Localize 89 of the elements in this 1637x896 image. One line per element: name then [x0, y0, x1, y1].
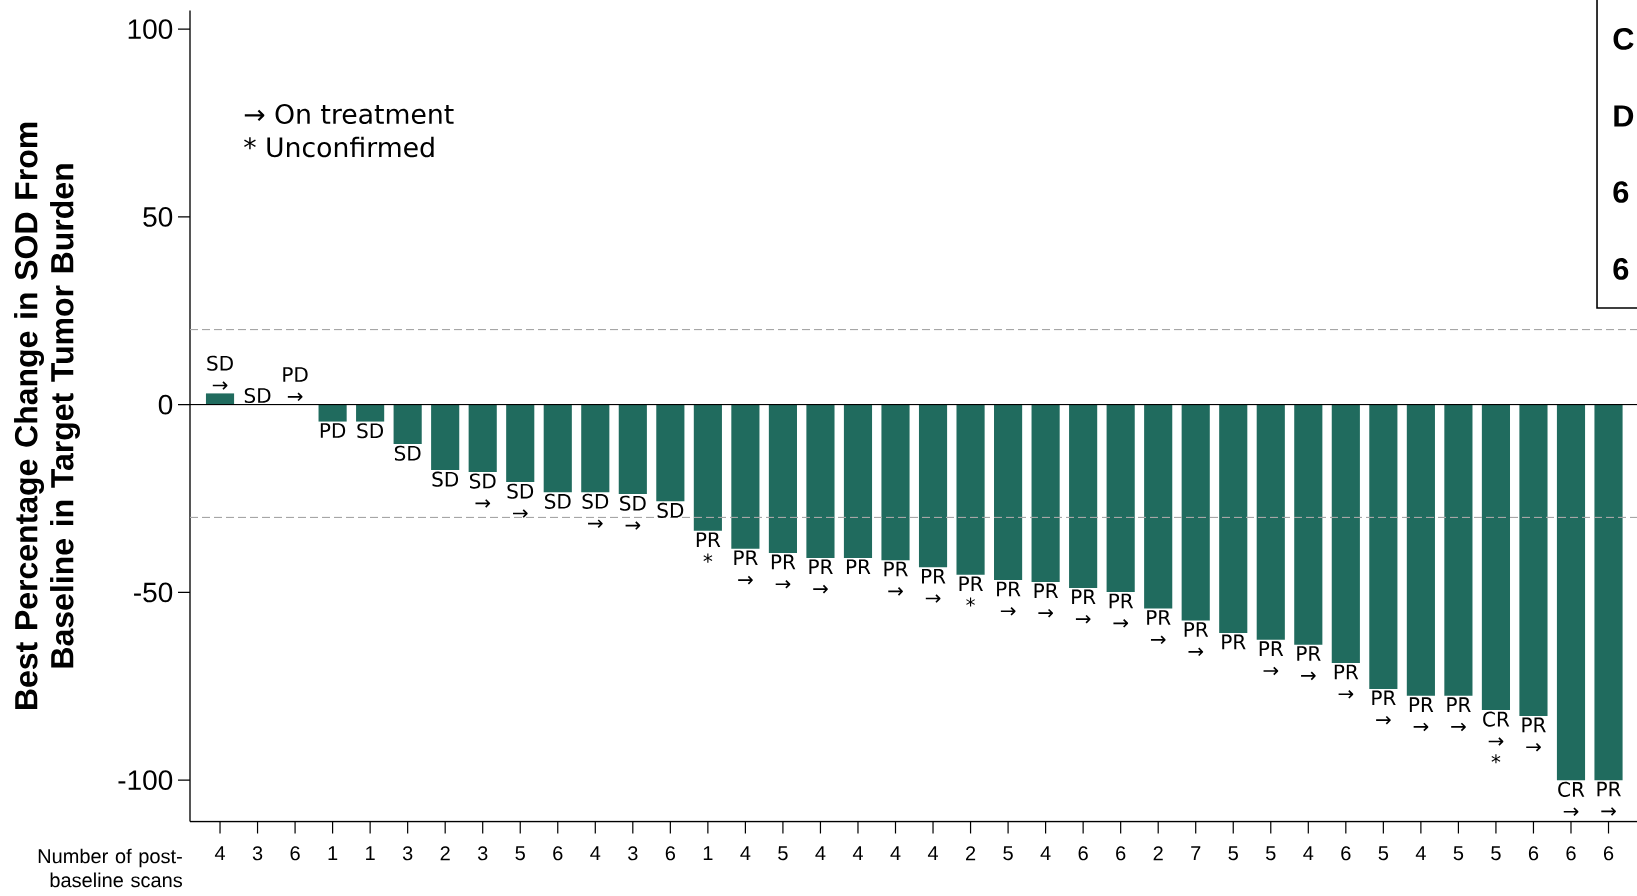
x-tick-label: 5	[1266, 846, 1276, 861]
data-label: PR →	[1447, 697, 1471, 732]
data-label: SD	[244, 387, 271, 404]
data-label: PR →	[1297, 646, 1321, 681]
x-tick-label: 4	[890, 846, 901, 860]
data-label: PR →	[771, 554, 796, 589]
x-tick-label: 6	[1078, 846, 1088, 861]
data-label: SD	[657, 502, 684, 518]
x-tick-label: 3	[402, 846, 413, 861]
data-label: PR →	[1034, 583, 1059, 618]
data-label: SD →	[507, 483, 534, 518]
x-tick-label: 4	[927, 846, 939, 860]
x-tick-label: 5	[1003, 846, 1013, 861]
data-label: PR →	[1147, 610, 1171, 645]
x-tick-label: 1	[703, 846, 713, 860]
data-label: PR →	[1597, 781, 1621, 816]
x-tick-label: 5	[1378, 846, 1389, 861]
x-tick-label: 4	[852, 846, 863, 860]
x-tick-label: 3	[477, 846, 488, 861]
x-tick-label: 4	[1303, 846, 1314, 860]
data-label: PR →	[734, 550, 758, 585]
data-label: PR →	[884, 561, 908, 596]
x-tick-label: 1	[328, 846, 338, 860]
data-label: PR →	[1409, 697, 1434, 732]
x-tick-label: 4	[1415, 846, 1426, 860]
annotation: 6	[1613, 181, 1629, 203]
y-tick-label: 0	[158, 394, 173, 415]
data-label: PR *	[959, 576, 983, 607]
x-tick-label: 6	[1116, 846, 1126, 861]
x-tick-label: 4	[214, 846, 225, 860]
x-tick-label: 5	[778, 846, 788, 861]
data-label: PR →	[1259, 641, 1284, 676]
data-label: PR →	[809, 559, 833, 594]
data-label: PD	[320, 423, 346, 438]
data-label: PR	[1222, 634, 1246, 650]
data-label: PR *	[696, 532, 721, 563]
y-tick-label: 50	[143, 207, 173, 227]
x-tick-label: 2	[440, 846, 450, 861]
x-tick-label: 7	[1191, 846, 1201, 860]
data-label: CR →	[1558, 781, 1585, 816]
annotation: D	[1614, 105, 1634, 127]
x-tick-label: 6	[1603, 846, 1614, 861]
annotation: 6	[1613, 258, 1629, 280]
x-tick-label: 6	[1528, 846, 1539, 861]
x-tick-label: 6	[553, 846, 563, 861]
x-tick-label: 5	[1228, 846, 1238, 861]
data-label: SD	[545, 493, 571, 509]
x-tick-label: 4	[740, 846, 751, 860]
x-tick-label: 5	[1453, 846, 1464, 861]
x-tick-label: 6	[1566, 846, 1576, 861]
data-label: PD →	[283, 367, 308, 402]
x-tick-label: 5	[1491, 846, 1501, 861]
data-label: PR →	[1334, 664, 1359, 699]
data-label: PR →	[922, 568, 946, 603]
x-tick-label: 1	[366, 846, 375, 860]
x-tick-label: 6	[665, 846, 676, 861]
annotation: → On treatment	[244, 103, 454, 125]
annotation: * Unconfirmed	[244, 136, 434, 158]
data-label: SD →	[620, 495, 646, 530]
data-label: CR → *	[1483, 711, 1510, 764]
annotation: C	[1613, 28, 1634, 50]
x-tick-label: 4	[815, 846, 826, 860]
data-label: PR →	[1372, 690, 1396, 725]
data-label: SD →	[582, 493, 609, 528]
data-label: SD	[357, 423, 383, 439]
data-label: PR →	[1184, 622, 1209, 657]
data-label: PR →	[1109, 593, 1134, 628]
data-label: PR	[846, 559, 871, 575]
data-label: SD →	[469, 473, 496, 508]
x-tick-label: 2	[1153, 846, 1163, 861]
x-tick-label: 5	[515, 846, 525, 861]
data-label: PR →	[997, 581, 1021, 616]
x-tick-label: 3	[252, 846, 263, 861]
x-tick-label: 4	[590, 846, 601, 860]
data-label: SD →	[207, 355, 233, 390]
y-tick-label: -50	[134, 582, 173, 603]
y-tick-label: -100	[118, 770, 173, 791]
x-axis-title: Number of post-baseline scans	[38, 848, 182, 888]
data-label: PR →	[1522, 717, 1546, 752]
x-tick-label: 6	[1341, 846, 1351, 861]
data-label: SD	[432, 471, 459, 487]
x-tick-label: 4	[1040, 846, 1051, 860]
x-tick-label: 6	[290, 846, 300, 861]
data-label: SD	[394, 445, 421, 461]
data-label: PR →	[1072, 589, 1096, 624]
y-tick-label: 100	[128, 19, 173, 40]
x-tick-label: 2	[966, 846, 976, 861]
x-tick-label: 3	[628, 846, 638, 861]
y-axis-title: Best Percentage Change in SOD From Baseline in Target Tumor Burden	[14, 122, 81, 709]
